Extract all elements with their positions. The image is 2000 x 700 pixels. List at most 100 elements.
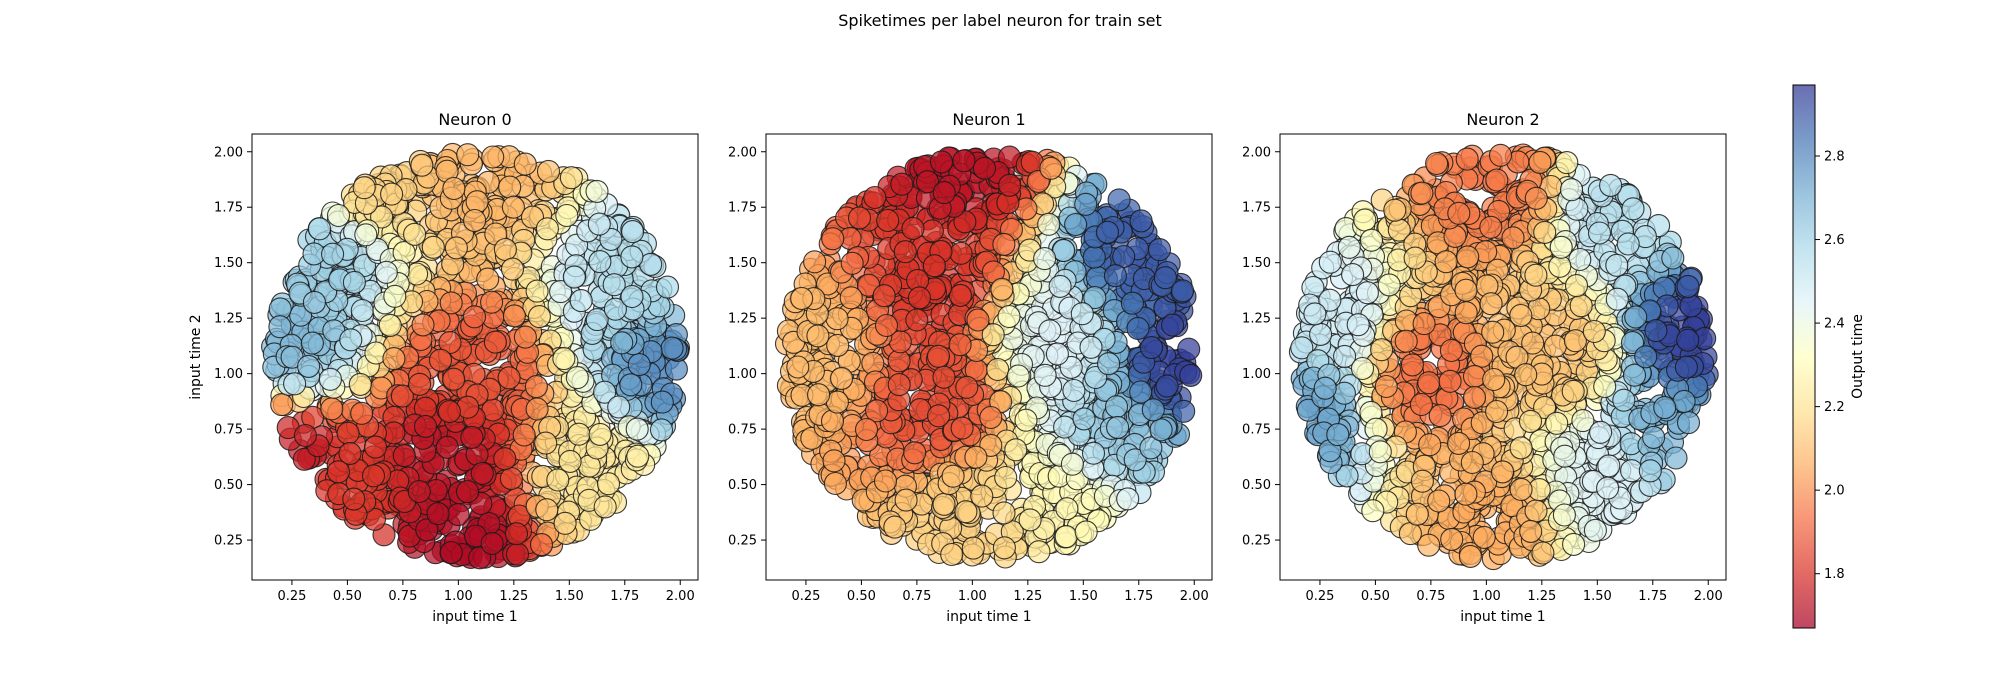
scatter-point — [293, 423, 317, 448]
scatter-point — [593, 495, 617, 519]
scatter-point — [1054, 525, 1078, 549]
scatter-point — [1456, 245, 1480, 269]
scatter-point — [1104, 395, 1129, 419]
scatter-point — [559, 166, 583, 190]
scatter-point — [1676, 328, 1700, 352]
scatter-point — [361, 464, 386, 488]
x-tick-label: 0.75 — [1416, 589, 1445, 604]
scatter-point — [444, 236, 468, 260]
scatter-point — [807, 383, 831, 407]
scatter-point — [336, 421, 360, 445]
scatter-points — [261, 142, 691, 570]
scatter-point — [972, 156, 997, 180]
scatter-point — [524, 375, 548, 399]
scatter-point — [992, 536, 1016, 560]
scatter-point — [1418, 433, 1442, 457]
scatter-point — [1417, 371, 1441, 395]
scatter-point — [593, 380, 617, 404]
scatter-point — [1359, 228, 1384, 252]
scatter-point — [505, 542, 530, 566]
scatter-point — [1179, 363, 1203, 387]
x-tick-label: 1.25 — [1013, 589, 1042, 604]
scatter-point — [1470, 344, 1494, 368]
scatter-point — [352, 176, 376, 200]
scatter-point — [1545, 411, 1569, 435]
scatter-point — [876, 208, 900, 233]
scatter-point — [1679, 294, 1703, 318]
scatter-point — [1374, 374, 1398, 399]
colorbar-tick-label: 2.2 — [1824, 400, 1845, 415]
x-tick-label: 0.50 — [333, 589, 362, 604]
x-tick-label: 1.50 — [1069, 589, 1098, 604]
scatter-point — [1490, 460, 1515, 484]
y-tick-label: 1.75 — [728, 201, 757, 216]
scatter-point — [300, 331, 324, 355]
x-tick-label: 0.75 — [388, 589, 417, 604]
scatter-point — [553, 511, 577, 535]
scatter-point — [1350, 356, 1375, 381]
scatter-point — [1583, 518, 1607, 542]
scatter-point — [1318, 250, 1342, 274]
scatter-point — [1417, 533, 1441, 557]
y-tick-label: 1.75 — [214, 201, 243, 216]
scatter-point — [390, 384, 414, 408]
scatter-point — [893, 240, 917, 264]
scatter-point — [1296, 398, 1320, 422]
scatter-point — [476, 267, 500, 291]
scatter-point — [1553, 444, 1577, 468]
scatter-point — [823, 471, 847, 496]
scatter-point — [1033, 363, 1057, 387]
x-axis-label: input time 1 — [432, 609, 517, 625]
scatter-point — [627, 353, 651, 377]
scatter-point — [1398, 522, 1422, 546]
scatter-point — [1405, 502, 1429, 526]
scatter-point — [1006, 364, 1030, 388]
scatter-point — [1664, 446, 1688, 470]
scatter-point — [1564, 274, 1589, 298]
scatter-point — [1616, 232, 1640, 256]
scatter-point — [1521, 331, 1545, 355]
scatter-point — [790, 286, 814, 311]
scatter-point — [1112, 244, 1136, 269]
y-tick-label: 1.50 — [728, 256, 757, 271]
y-tick-label: 0.50 — [214, 478, 243, 493]
scatter-point — [463, 208, 487, 233]
scatter-point — [446, 503, 470, 527]
scatter-point — [863, 185, 887, 210]
scatter-point — [1482, 367, 1506, 392]
scatter-point — [1370, 338, 1394, 362]
scatter-point — [1531, 541, 1555, 565]
scatter-point — [1472, 525, 1496, 549]
scatter-point — [1599, 173, 1623, 197]
scatter-point — [378, 313, 402, 337]
scatter-point — [348, 372, 372, 396]
scatter-point — [321, 242, 345, 266]
scatter-point — [883, 515, 907, 539]
panel-2: 0.25 0.50 0.75 1.00 1.25 1.50 1.75 2.000.250.50… — [1242, 110, 1727, 625]
scatter-point — [1454, 482, 1478, 506]
scatter-points — [1288, 143, 1719, 571]
scatter-point — [626, 444, 650, 468]
scatter-point — [439, 291, 463, 315]
scatter-point — [1454, 278, 1478, 302]
scatter-point — [1139, 436, 1163, 460]
scatter-point — [1123, 448, 1147, 472]
scatter-point — [1674, 355, 1698, 379]
scatter-point — [1081, 441, 1106, 465]
scatter-point — [1543, 334, 1567, 358]
scatter-point — [383, 284, 407, 308]
scatter-point — [439, 540, 463, 565]
scatter-point — [1582, 319, 1606, 344]
scatter-point — [602, 273, 626, 297]
scatter-point — [442, 176, 466, 201]
scatter-point — [1622, 363, 1647, 387]
scatter-point — [1509, 303, 1533, 328]
scatter-point — [840, 251, 864, 275]
scatter-point — [955, 375, 979, 399]
scatter-point — [1290, 336, 1314, 360]
scatter-point — [952, 149, 976, 173]
scatter-point — [493, 237, 517, 262]
scatter-point — [1676, 274, 1700, 298]
scatter-point — [426, 502, 450, 526]
